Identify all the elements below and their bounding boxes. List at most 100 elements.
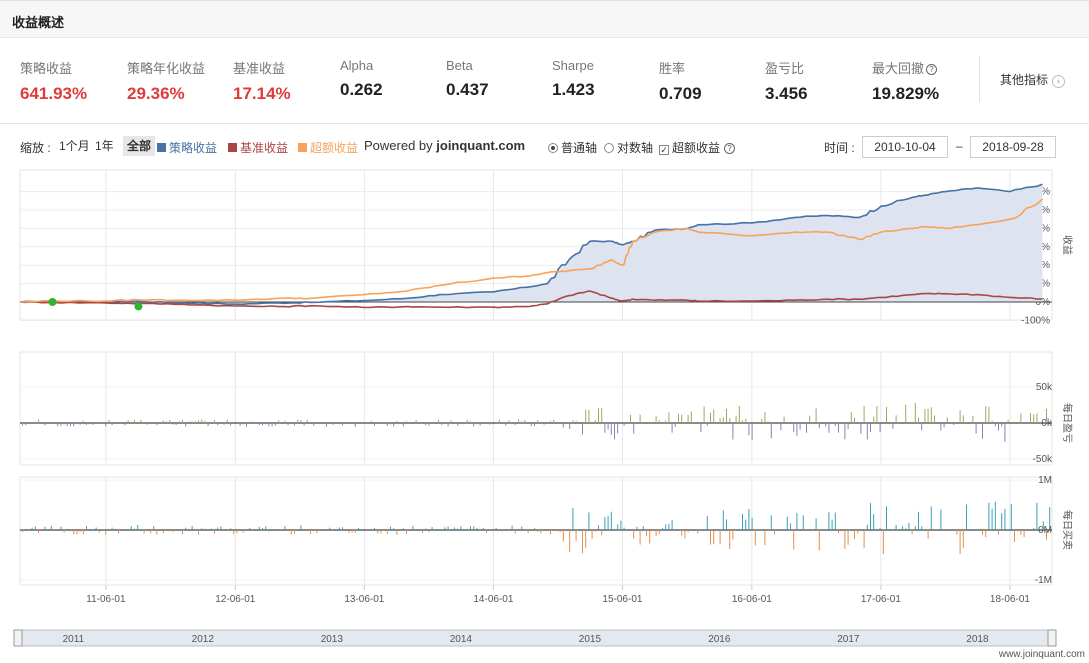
daily-pnl-bar [1036,413,1038,423]
daily-pnl-bar [306,419,308,423]
daily-pnl-bar [658,420,660,423]
daily-trade-bar [422,530,423,533]
daily-trade-bar [479,530,481,531]
zoom-1-month-button[interactable]: 1个月 [59,139,90,153]
metrics-bar: 策略收益 641.93% 策略年化收益 29.36% 基准收益 17.14% A… [0,38,1089,124]
daily-trade-bar [425,528,427,530]
question-circle-icon[interactable]: ? [724,143,736,154]
daily-trade-bar [774,530,775,535]
daily-trade-bar [911,530,913,534]
axis-normal-radio[interactable]: 普通轴 [548,139,597,156]
daily-pnl-bar [470,421,471,423]
zoom-all-button[interactable]: 全部 [123,136,156,156]
powered-brand: joinquant.com [436,138,526,153]
legend-benchmark[interactable]: 基准收益 [228,139,288,156]
navigator-year-label: 2017 [837,634,860,645]
daily-trade-bar [143,530,145,534]
daily-pnl-bar [953,423,955,425]
daily-pnl-bar [534,423,535,427]
daily-trade-bar [236,530,238,534]
daily-pnl-bar [252,421,254,423]
daily-pnl-bar [729,418,731,423]
metric-benchmark-return: 基准收益 17.14% [233,58,291,104]
other-metrics-button[interactable]: 其他指标 › [979,56,1066,102]
daily-pnl-bar [604,423,606,433]
daily-pnl-bar [838,423,839,433]
daily-pnl-bar [450,420,452,423]
daily-pnl-bar [396,421,398,423]
daily-trade-bar [793,530,795,550]
daily-trade-bar [828,512,830,530]
daily-pnl-bar [377,422,379,423]
daily-pnl-bar [735,415,737,423]
daily-pnl-bar [524,420,526,423]
metric-label: Beta [446,58,473,73]
daily-trade-bar [687,530,689,533]
navigator-year-label: 2012 [192,634,215,645]
metric-label: 最大回撤 [872,61,925,76]
navigator-year-label: 2018 [966,634,989,645]
trade-marker [134,302,143,311]
date-from-input[interactable]: 2010-10-04 [862,136,948,158]
daily-trade-bar [284,526,286,530]
daily-trade-bar [585,530,587,548]
daily-trade-bar [882,530,884,554]
daily-trade-bar [649,530,651,544]
daily-trade-bar [681,530,683,536]
daily-trade-bar [982,530,983,535]
daily-pnl-bar [665,420,667,423]
daily-trade-bar [985,530,987,538]
metric-sharpe: Sharpe 1.423 [552,58,595,100]
date-to-input[interactable]: 2018-09-28 [970,136,1056,158]
daily-pnl-bar [223,423,225,425]
daily-trade-bar [745,519,747,530]
daily-pnl-bar [140,419,142,423]
daily-trade-bar [598,525,599,530]
legend-label: 超额收益 [310,141,359,155]
daily-pnl-bar [738,406,740,423]
daily-pnl-bar [76,421,78,423]
axis-log-radio[interactable]: 对数轴 [604,139,653,156]
legend-strategy[interactable]: 策略收益 [157,139,217,156]
excess-checkbox[interactable]: ✓ 超额收益? [659,139,736,156]
daily-trade-bar [60,526,62,530]
zoom-1-year-button[interactable]: 1年 [95,139,114,153]
daily-trade-bar [249,528,251,530]
daily-trade-bar [610,511,612,530]
y-tick-label: -1M [1035,575,1052,586]
metric-profit-loss-ratio: 盈亏比 3.456 [765,58,808,104]
series-line-excess [19,198,1044,303]
legend-excess[interactable]: 超额收益 [298,139,358,156]
daily-trade-bar [454,527,455,530]
daily-trade-bar [550,530,551,535]
daily-trade-bar [713,530,715,545]
daily-trade-bar [76,530,78,535]
daily-trade-bar [79,530,81,533]
daily-pnl-bar [390,423,391,425]
daily-pnl-bar [793,423,795,432]
daily-trade-bar [444,527,446,530]
metric-max-drawdown: 最大回撤? 19.829% [872,58,939,104]
daily-trade-bar [380,530,382,534]
daily-trade-bar [870,503,871,530]
metric-value: 19.829% [872,84,940,103]
daily-pnl-bar [828,423,830,433]
daily-pnl-bar [562,423,564,428]
daily-trade-bar [582,530,583,554]
daily-trade-bar [751,517,753,530]
daily-trade-bar [495,527,497,530]
daily-pnl-bar [850,412,852,423]
daily-pnl-bar [921,423,923,431]
daily-pnl-bar [998,423,999,431]
question-circle-icon[interactable]: ? [926,64,938,75]
daily-pnl-bar [575,420,577,423]
x-tick-label: 18-06-01 [990,594,1030,605]
daily-pnl-bar [406,421,407,423]
daily-pnl-bar [550,420,551,423]
daily-trade-bar [242,530,244,533]
daily-pnl-bar [994,423,996,427]
section-title: 收益概述 [12,15,65,30]
daily-pnl-bar [886,406,887,423]
daily-trade-bar [434,528,436,530]
daily-trade-bar [258,526,260,530]
